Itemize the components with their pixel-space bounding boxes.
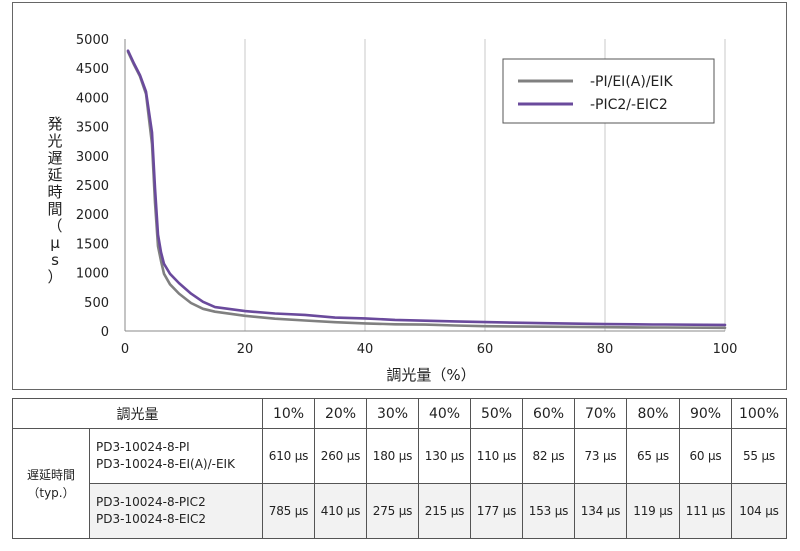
table-cell: 110 μs	[470, 428, 523, 484]
table-col-header: 50%	[470, 398, 523, 429]
table-cell: 177 μs	[470, 483, 523, 539]
y-tick-label: 1500	[76, 237, 109, 252]
y-tick-label: 1000	[76, 267, 109, 282]
table-col-header: 100%	[731, 398, 787, 429]
table-cell: 410 μs	[314, 483, 367, 539]
axis-layer: 0500100015002000250030003500400045005000…	[76, 33, 738, 357]
x-tick-label: 0	[121, 342, 129, 357]
y-tick-label: 3500	[76, 121, 109, 136]
y-axis-title-char: 時	[47, 183, 62, 201]
table-cell: 785 μs	[262, 483, 315, 539]
x-tick-label: 20	[237, 342, 254, 357]
table-cell: 119 μs	[626, 483, 680, 539]
table-cell: 275 μs	[366, 483, 419, 539]
table-header-row: 調光量 10% 20% 30% 40% 50% 60% 70% 80% 90% …	[12, 398, 787, 429]
y-axis-title: 発光遅延時間（ μ s）	[47, 115, 62, 286]
y-axis-title-char: μ	[50, 234, 60, 252]
table-col-header: 30%	[366, 398, 419, 429]
x-tick-label: 60	[477, 342, 494, 357]
table-row: PD3-10024-8-PIC2 PD3-10024-8-EIC2 785 μs…	[13, 483, 787, 539]
model-line2: PD3-10024-8-EIC2	[96, 512, 207, 526]
table-col-header: 40%	[418, 398, 471, 429]
table-cell: 215 μs	[418, 483, 471, 539]
y-axis-title-char: s	[51, 251, 59, 269]
y-tick-label: 5000	[76, 33, 109, 48]
group-label-line2: （typ.）	[27, 485, 75, 500]
table-col-header: 10%	[262, 398, 315, 429]
table-col-header: 80%	[626, 398, 680, 429]
y-tick-label: 0	[101, 325, 109, 340]
y-tick-label: 2000	[76, 208, 109, 223]
table-col-header: 90%	[679, 398, 732, 429]
model-line2: PD3-10024-8-EI(A)/-EIK	[96, 457, 235, 471]
group-label-line1: 遅延時間	[26, 467, 75, 482]
table-cell: 82 μs	[522, 428, 575, 484]
table-cell: 111 μs	[679, 483, 732, 539]
table-col-header: 60%	[522, 398, 575, 429]
y-axis-title-char: ）	[47, 268, 62, 286]
x-axis-title: 調光量（%）	[386, 366, 475, 384]
y-tick-label: 4500	[76, 62, 109, 77]
y-tick-label: 2500	[76, 179, 109, 194]
y-axis-title-char: 間	[47, 200, 62, 218]
table-col-header: 70%	[574, 398, 627, 429]
table-cell: 55 μs	[731, 428, 787, 484]
chart-svg: 0500100015002000250030003500400045005000…	[47, 33, 738, 384]
table-cell: 130 μs	[418, 428, 471, 484]
y-axis-title-char: 発	[47, 115, 62, 133]
x-tick-label: 40	[357, 342, 374, 357]
table-cell: 104 μs	[731, 483, 787, 539]
x-tick-label: 80	[597, 342, 614, 357]
table-cell: 134 μs	[574, 483, 627, 539]
table-cell: 60 μs	[679, 428, 732, 484]
delay-group-label: 遅延時間 （typ.）	[12, 428, 90, 539]
model-line1: PD3-10024-8-PIC2	[96, 495, 206, 509]
table-cell: 180 μs	[366, 428, 419, 484]
table-cell: 73 μs	[574, 428, 627, 484]
y-axis-title-char: 延	[47, 166, 62, 184]
y-axis-title-char: 遅	[47, 149, 62, 167]
model-cell: PD3-10024-8-PI PD3-10024-8-EI(A)/-EIK	[89, 428, 263, 484]
table-cell: 260 μs	[314, 428, 367, 484]
legend-label-purple: -PIC2/-EIC2	[590, 97, 668, 113]
table-cell: 610 μs	[262, 428, 315, 484]
legend-label-gray: -PI/EI(A)/EIK	[590, 74, 674, 90]
x-tick-label: 100	[713, 342, 738, 357]
table-cell: 153 μs	[522, 483, 575, 539]
table-row: 遅延時間 （typ.） PD3-10024-8-PI PD3-10024-8-E…	[12, 428, 787, 539]
table-cell: 65 μs	[626, 428, 680, 484]
y-axis-title-char: 光	[47, 132, 62, 150]
table-col-header: 20%	[314, 398, 367, 429]
delay-table: 調光量 10% 20% 30% 40% 50% 60% 70% 80% 90% …	[12, 398, 787, 539]
model-line1: PD3-10024-8-PI	[96, 440, 190, 454]
chart-frame: 0 500 1000 1500 2000 2500 3000 3500 4000 4500 5000…	[12, 2, 787, 390]
legend-box	[502, 58, 715, 124]
table-header-label: 調光量	[12, 398, 263, 429]
model-cell: PD3-10024-8-PIC2 PD3-10024-8-EIC2	[89, 483, 263, 539]
y-tick-label: 3000	[76, 150, 109, 165]
series-layer	[126, 49, 727, 330]
y-axis-title-char: （	[47, 217, 62, 235]
series-line-purple	[126, 49, 727, 327]
legend: -PI/EI(A)/EIK -PIC2/-EIC2	[502, 58, 715, 124]
y-tick-label: 500	[84, 296, 109, 311]
y-tick-label: 4000	[76, 91, 109, 106]
